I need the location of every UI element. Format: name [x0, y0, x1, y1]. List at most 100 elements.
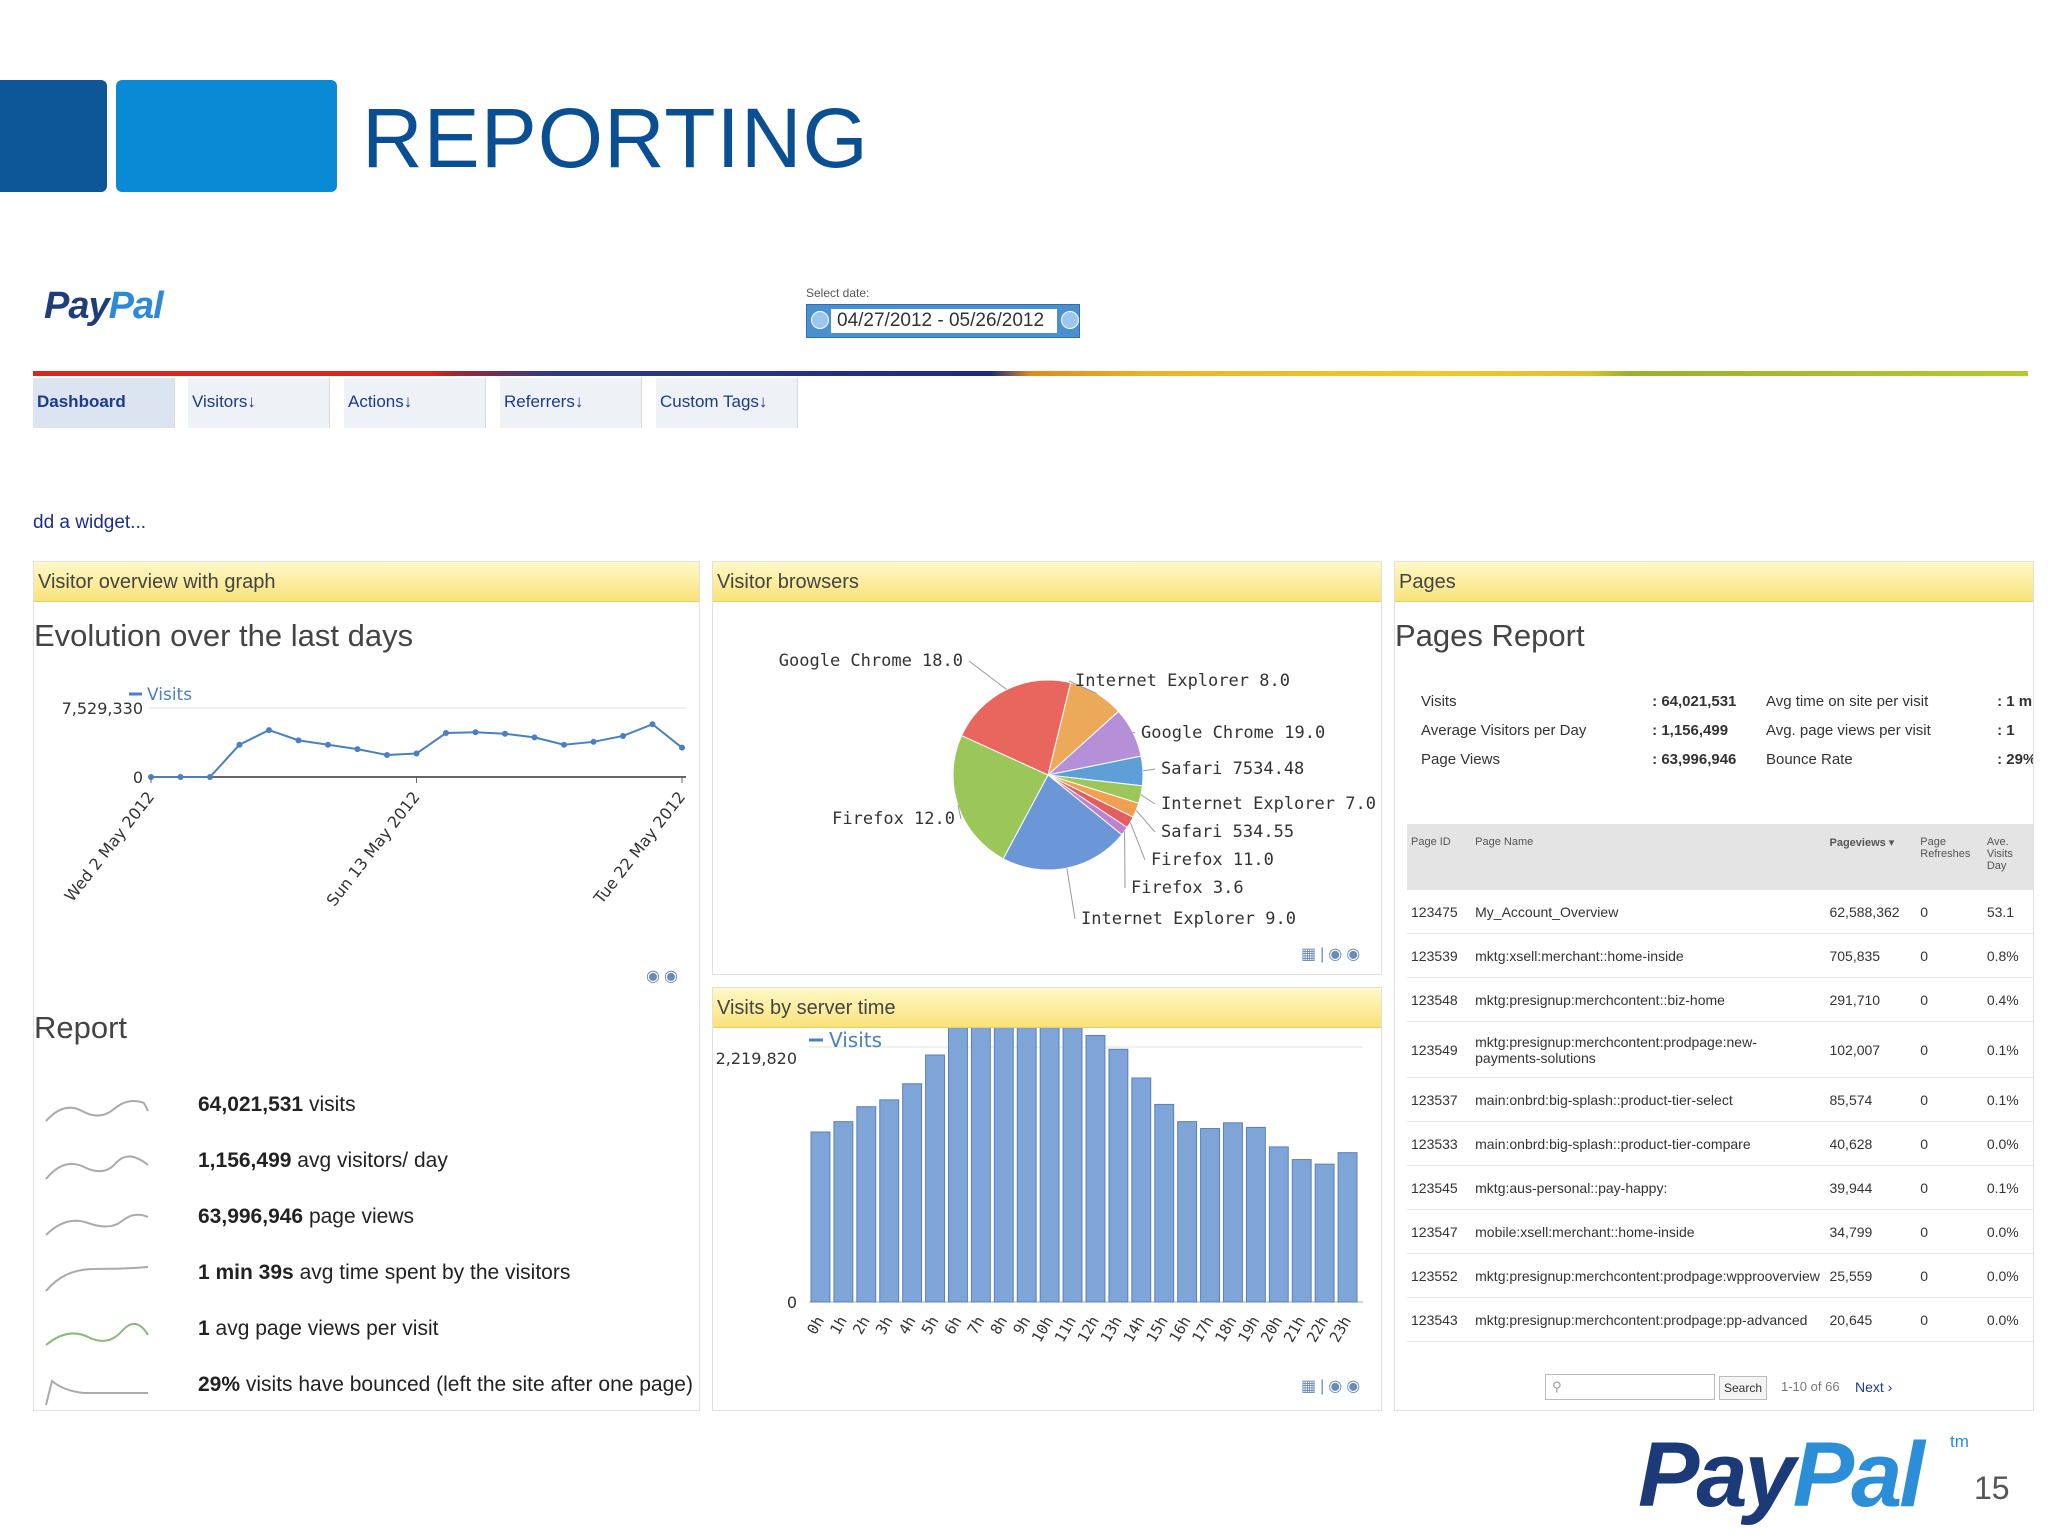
tab-visitors[interactable]: Visitors↓	[188, 378, 330, 428]
table-row[interactable]: 123552 mktg:presignup:merchcontent:prodpa…	[1407, 1253, 2033, 1298]
stats-value2: : 1 min	[1997, 693, 2033, 710]
visits-line-chart: 7,529,330 0 Visits Wed 2 May 2012 Sun 13 May…	[61, 685, 690, 910]
stats-value: : 63,996,946	[1652, 751, 1737, 768]
next-date-icon[interactable]	[1061, 311, 1079, 329]
pages-search-input[interactable]: ⚲	[1545, 1374, 1715, 1400]
table-row[interactable]: 123537 main:onbrd:big-splash::product-tie…	[1407, 1077, 2033, 1122]
table-row[interactable]: 123475 My_Account_Overview 62,588,362 0 53.1	[1407, 890, 2033, 934]
bar	[1131, 1077, 1152, 1303]
table-row[interactable]: 123548 mktg:presignup:merchcontent::biz-h…	[1407, 977, 2033, 1022]
tab-custom-tags[interactable]: Custom Tags↓	[656, 378, 798, 428]
report-item-value: 63,996,946	[198, 1205, 304, 1228]
stats-label: Visits	[1421, 693, 1457, 710]
page-name-link[interactable]: main:onbrd:big-splash::product-tier-comp…	[1471, 1121, 1826, 1166]
pages-header[interactable]: Pages	[1395, 562, 2033, 602]
line-point	[325, 741, 331, 748]
table-row[interactable]: 123533 main:onbrd:big-splash::product-tie…	[1407, 1121, 2033, 1166]
page-name-link[interactable]: My_Account_Overview	[1471, 890, 1826, 934]
bar	[1108, 1048, 1129, 1303]
date-picker[interactable]: 04/27/2012 - 05/26/2012	[806, 304, 1080, 338]
stats-value2: : 29%	[1997, 751, 2034, 768]
stats-label2: Avg. page views per visit	[1765, 722, 1931, 739]
page-name-link[interactable]: main:onbrd:big-splash::product-tier-sele…	[1471, 1077, 1826, 1122]
table-row[interactable]: 123545 mktg:aus-personal::pay-happy: 39,94…	[1407, 1165, 2033, 1210]
pie-leader-line	[1142, 768, 1156, 772]
bar	[1200, 1128, 1221, 1303]
page-name-link[interactable]: mobile:xsell:merchant::home-inside	[1471, 1209, 1826, 1254]
visitor-overview-header[interactable]: Visitor overview with graph	[34, 562, 699, 602]
table-cell: 0	[1916, 1297, 1983, 1342]
table-cell: 25,559	[1825, 1253, 1917, 1298]
widget-options-icon[interactable]: ▦|◉◉	[1301, 946, 1365, 963]
table-row[interactable]: 123547 mobile:xsell:merchant::home-inside…	[1407, 1209, 2033, 1254]
tab-dashboard[interactable]: Dashboard	[33, 378, 175, 428]
search-button[interactable]: Search	[1719, 1376, 1768, 1400]
page-name-link[interactable]: mktg:presignup:merchcontent:prodpage:wpp…	[1471, 1253, 1826, 1298]
table-cell: 0.0%	[1982, 1297, 2033, 1342]
table-cell: 0	[1916, 1021, 1983, 1078]
bar	[1268, 1146, 1289, 1303]
x-tick-label: 12h	[1074, 1313, 1103, 1345]
x-tick-label: 10h	[1028, 1313, 1057, 1345]
sparkline-icon	[45, 1323, 149, 1346]
column-header[interactable]: Ave. Visits Day	[1982, 824, 2033, 890]
page-name-link[interactable]: mktg:presignup:merchcontent:prodpage:new…	[1471, 1021, 1826, 1078]
column-header[interactable]: Page ID	[1407, 824, 1472, 890]
bar	[948, 1028, 968, 1303]
table-cell: 0.0%	[1982, 1209, 2033, 1254]
browsers-pie-chart: Internet Explorer 8.0 Google Chrome 19.0 S…	[779, 651, 1376, 929]
server-time-header[interactable]: Visits by server time	[713, 988, 1381, 1028]
prev-date-icon[interactable]	[811, 311, 829, 329]
x-tick-label: 6h	[941, 1313, 966, 1338]
x-tick-label: 1h	[826, 1313, 851, 1338]
column-header[interactable]: Page Name	[1471, 824, 1826, 890]
widget-options-icon[interactable]: ▦|◉◉	[1301, 1378, 1365, 1395]
line-point	[266, 727, 272, 734]
table-cell: 0.8%	[1982, 933, 2033, 978]
bar	[1245, 1126, 1266, 1303]
search-icon: ⚲	[1552, 1379, 1562, 1394]
table-row[interactable]: 123543 mktg:presignup:merchcontent:prodpa…	[1407, 1297, 2033, 1342]
table-row[interactable]: 123539 mktg:xsell:merchant::home-inside 70…	[1407, 933, 2033, 978]
page-name-link[interactable]: mktg:presignup:merchcontent:prodpage:pp-…	[1471, 1297, 1826, 1342]
table-cell: 123547	[1407, 1209, 1472, 1254]
table-cell: 0.1%	[1982, 1077, 2033, 1122]
line-point	[413, 750, 420, 757]
header-color-bar	[33, 371, 2028, 376]
pie-slice	[1002, 774, 1123, 871]
y-zero-label: 0	[787, 1293, 797, 1312]
next-page-link[interactable]: Next ›	[1855, 1379, 1893, 1395]
line-point	[443, 730, 449, 737]
page-name-link[interactable]: mktg:xsell:merchant::home-inside	[1471, 933, 1826, 978]
column-header[interactable]: Page Refreshes	[1916, 824, 1983, 890]
table-cell: 123475	[1407, 890, 1472, 934]
tab-referrers[interactable]: Referrers↓	[500, 378, 642, 428]
pages-widget: Pages Pages Report Visits: 64,021,531 Avg…	[1394, 561, 2034, 1411]
pie-leader-line	[957, 805, 962, 820]
x-tick-label: 17h	[1188, 1313, 1217, 1345]
pie-slice	[952, 734, 1049, 860]
x-tick-label: 15h	[1143, 1313, 1172, 1345]
page-name-link[interactable]: mktg:presignup:merchcontent::biz-home	[1471, 977, 1826, 1022]
pie-slice-label: Google Chrome 18.0	[779, 651, 963, 671]
date-range-input[interactable]: 04/27/2012 - 05/26/2012	[831, 309, 1057, 333]
bar	[1223, 1122, 1243, 1303]
widget-options-icon[interactable]: ◉◉	[646, 968, 682, 985]
pie-leader-line	[1129, 822, 1146, 861]
column-header[interactable]: Pageviews ▾	[1825, 824, 1917, 890]
add-widget-link[interactable]: dd a widget...	[33, 512, 147, 533]
tab-actions[interactable]: Actions↓	[344, 378, 486, 428]
table-row[interactable]: 123549 mktg:presignup:merchcontent:prodpa…	[1407, 1021, 2033, 1078]
bar	[1314, 1163, 1335, 1303]
x-tick-label: 5h	[918, 1313, 943, 1338]
visitor-browsers-header[interactable]: Visitor browsers	[713, 562, 1381, 602]
table-cell: 705,835	[1825, 933, 1917, 978]
table-cell: 123533	[1407, 1121, 1472, 1166]
table-cell: 0	[1916, 1121, 1983, 1166]
bar	[879, 1099, 900, 1303]
legend-label: Visits	[147, 685, 192, 705]
table-cell: 0	[1916, 1165, 1983, 1210]
stats-row: Average Visitors per Day: 1,156,499 Avg. …	[1421, 717, 2033, 744]
page-name-link[interactable]: mktg:aus-personal::pay-happy:	[1471, 1165, 1826, 1210]
bar	[1337, 1152, 1358, 1303]
